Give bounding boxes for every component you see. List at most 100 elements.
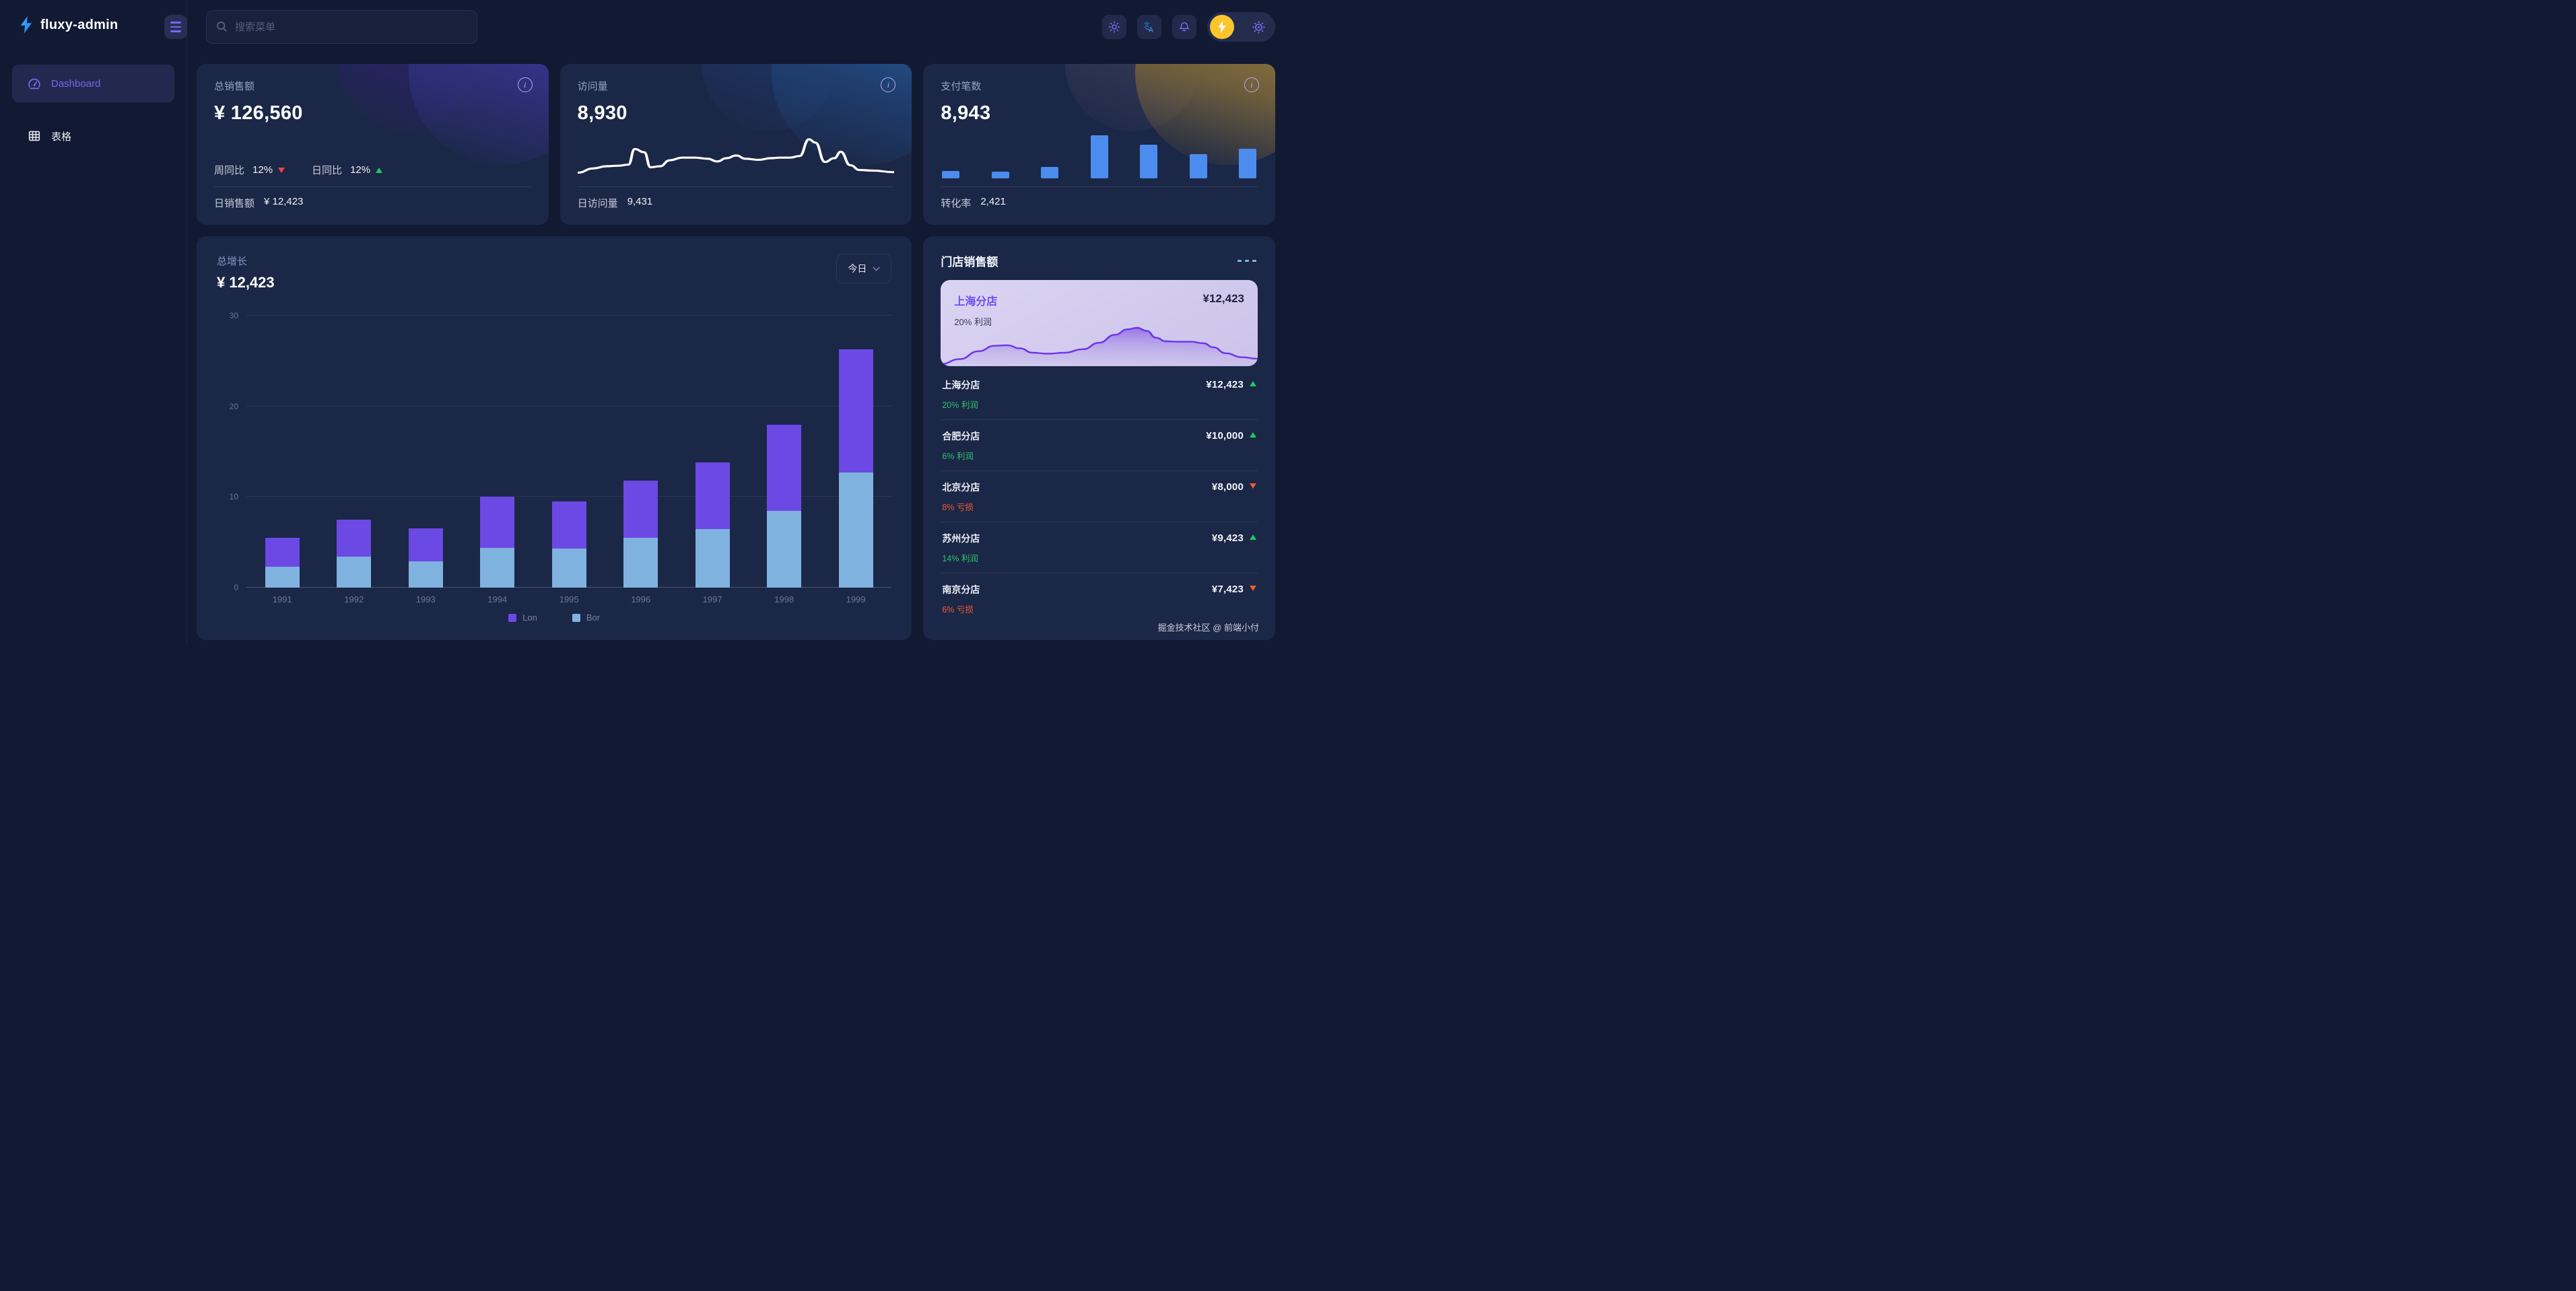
payments-bar bbox=[1041, 167, 1059, 178]
more-options-icon[interactable] bbox=[1236, 257, 1258, 265]
card-value: 8,930 bbox=[577, 102, 628, 124]
bar-segment-bor bbox=[623, 537, 658, 588]
stacked-bar[interactable] bbox=[337, 520, 372, 588]
card-value: 8,943 bbox=[941, 102, 991, 124]
featured-store-value: ¥12,423 bbox=[1202, 292, 1244, 305]
info-icon[interactable]: i bbox=[517, 77, 533, 92]
gear-icon[interactable] bbox=[1252, 20, 1266, 34]
store-profit: 20% 利润 bbox=[942, 400, 978, 410]
sidebar-item-label: Dashboard bbox=[51, 77, 101, 90]
store-list: 上海分店 20% 利润 ¥12,423 合肥分店 6% 利润 ¥10,000 北… bbox=[941, 369, 1258, 624]
stores-header: 门店销售额 bbox=[941, 252, 1258, 269]
payments-bar bbox=[1090, 135, 1108, 178]
y-axis-tick: 30 bbox=[229, 311, 238, 320]
stacked-bar[interactable] bbox=[480, 497, 515, 588]
trend-direction-icon bbox=[278, 167, 285, 173]
legend-label: Lon bbox=[522, 613, 537, 623]
footer-label: 日访问量 bbox=[577, 198, 618, 209]
growth-bar-chart: 0 10 20 30 bbox=[230, 306, 892, 592]
featured-store-profit: 20% 利润 bbox=[954, 317, 992, 327]
bar-segment-lon bbox=[767, 424, 802, 511]
bar-segment-lon bbox=[551, 501, 586, 549]
store-row[interactable]: 南京分店 6% 亏损 ¥7,423 bbox=[941, 573, 1258, 624]
card-store-sales: 门店销售额 上海分店 ¥12,423 20% 利润 bbox=[923, 236, 1275, 640]
translate-icon: 文 A bbox=[1144, 21, 1154, 34]
divider bbox=[214, 186, 531, 187]
sidebar-item-table[interactable]: 表格 bbox=[12, 117, 174, 155]
card-total-sales: i 总销售额 ¥ 126,560 周同比 12% 日同比 12% 日销售额 ¥ … bbox=[197, 64, 549, 225]
payments-mini-bar-chart bbox=[941, 130, 1258, 178]
footer-label: 日销售额 bbox=[214, 198, 255, 209]
x-axis-tick: 1999 bbox=[846, 594, 866, 604]
stacked-bar[interactable] bbox=[408, 528, 443, 588]
x-axis-tick: 1993 bbox=[415, 594, 436, 604]
bar-group bbox=[820, 306, 891, 588]
store-row[interactable]: 北京分店 8% 亏损 ¥8,000 bbox=[941, 471, 1258, 522]
sidebar-item-dashboard[interactable]: Dashboard bbox=[12, 65, 174, 102]
dashboard-content: i 总销售额 ¥ 126,560 周同比 12% 日同比 12% 日销售额 ¥ … bbox=[187, 54, 1288, 646]
store-value: ¥9,423 bbox=[1211, 532, 1244, 544]
store-name: 南京分店 bbox=[942, 584, 980, 595]
user-menu[interactable] bbox=[1207, 12, 1275, 42]
x-axis-tick: 1998 bbox=[774, 594, 794, 604]
trend-value: 12% bbox=[252, 164, 273, 176]
visits-sparkline bbox=[577, 129, 895, 182]
x-axis-tick: 1992 bbox=[344, 594, 364, 604]
divider bbox=[941, 186, 1258, 187]
search-input[interactable] bbox=[206, 10, 477, 44]
theme-toggle-button[interactable] bbox=[1102, 15, 1126, 39]
brand-name: fluxy-admin bbox=[40, 17, 118, 32]
payments-bar bbox=[1238, 149, 1256, 178]
growth-x-axis: 1991 1992 1993 1994 1995 1996 1997 1998 1999 bbox=[246, 594, 891, 604]
main-column: 文 A bbox=[164, 0, 1288, 646]
card-payments: i 支付笔数 8,943 转化率 2,421 bbox=[923, 64, 1275, 225]
lightning-logo-icon bbox=[20, 16, 32, 34]
bar-segment-bor bbox=[265, 567, 300, 588]
bar-segment-bor bbox=[838, 473, 873, 588]
legend-item[interactable]: Bor bbox=[572, 613, 600, 623]
legend-item[interactable]: Lon bbox=[508, 613, 537, 623]
search-box bbox=[206, 10, 477, 44]
stacked-bar[interactable] bbox=[767, 424, 802, 588]
payments-bar bbox=[1140, 145, 1158, 178]
bar-segment-bor bbox=[408, 561, 443, 588]
store-value: ¥8,000 bbox=[1211, 481, 1244, 493]
store-row[interactable]: 上海分店 20% 利润 ¥12,423 bbox=[941, 369, 1258, 420]
stacked-bar[interactable] bbox=[551, 501, 586, 588]
stacked-bar[interactable] bbox=[623, 481, 658, 588]
sidebar-collapse-button[interactable] bbox=[164, 15, 187, 39]
store-value: ¥10,000 bbox=[1206, 430, 1244, 442]
bell-icon bbox=[1179, 22, 1190, 32]
stacked-bar[interactable] bbox=[695, 462, 730, 588]
bar-segment-bor bbox=[767, 510, 802, 588]
store-row[interactable]: 合肥分店 6% 利润 ¥10,000 bbox=[941, 420, 1258, 471]
featured-area-chart bbox=[941, 326, 1258, 366]
featured-store-card[interactable]: 上海分店 ¥12,423 20% 利润 bbox=[941, 280, 1258, 366]
avatar-lightning-icon bbox=[1218, 21, 1226, 33]
payments-bar bbox=[942, 171, 960, 178]
bar-group bbox=[677, 306, 748, 588]
store-value: ¥7,423 bbox=[1211, 584, 1244, 595]
trend-label: 日同比 bbox=[312, 165, 343, 176]
sidebar: fluxy-admin Dashboard bbox=[0, 0, 187, 646]
footer-value: 2,421 bbox=[980, 196, 1006, 207]
date-range-dropdown[interactable]: 今日 bbox=[836, 254, 892, 283]
info-icon[interactable]: i bbox=[1244, 77, 1259, 92]
bar-group bbox=[461, 306, 533, 588]
x-axis-tick: 1995 bbox=[559, 594, 579, 604]
legend-swatch bbox=[508, 613, 517, 622]
divider bbox=[577, 186, 895, 187]
stacked-bar[interactable] bbox=[265, 537, 300, 588]
language-switch-button[interactable]: 文 A bbox=[1137, 15, 1161, 39]
y-axis-tick: 20 bbox=[229, 401, 238, 411]
bar-segment-bor bbox=[337, 557, 372, 588]
store-row[interactable]: 苏州分店 14% 利润 ¥9,423 bbox=[941, 522, 1258, 573]
notifications-button[interactable] bbox=[1172, 15, 1196, 39]
bar-group bbox=[390, 306, 461, 588]
bars-layer bbox=[246, 306, 891, 588]
footer-label: 转化率 bbox=[941, 198, 972, 209]
stacked-bar[interactable] bbox=[838, 349, 873, 588]
store-trend-icon bbox=[1250, 534, 1256, 540]
legend-swatch bbox=[572, 613, 580, 622]
x-axis-tick: 1997 bbox=[702, 594, 722, 604]
